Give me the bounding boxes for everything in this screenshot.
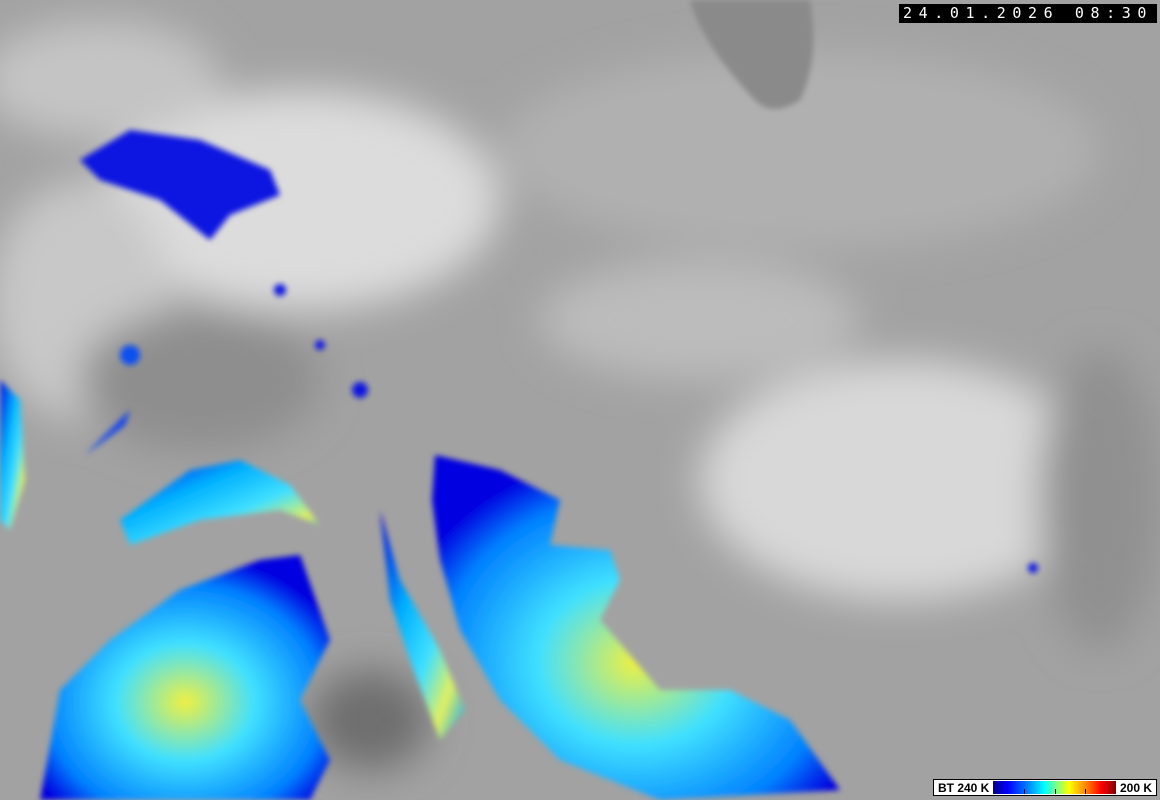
timestamp: 24.01.2026 08:30 — [899, 4, 1157, 23]
color-scale-legend: BT 240 K 200 K — [933, 779, 1157, 796]
legend-tick — [1054, 789, 1056, 794]
legend-right-label: 200 K — [1119, 780, 1152, 795]
color-scale-bar — [993, 781, 1116, 794]
legend-left-label: BT 240 K — [938, 780, 990, 795]
legend-tick — [1024, 789, 1025, 794]
legend-tick — [1085, 789, 1087, 794]
